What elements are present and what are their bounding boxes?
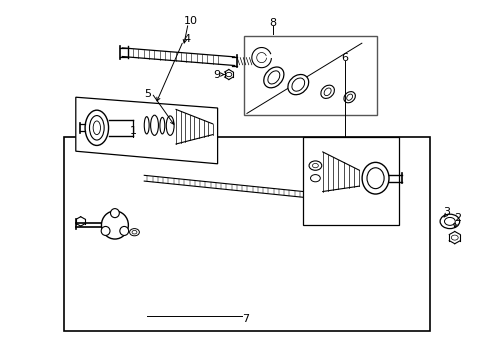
Ellipse shape: [166, 116, 174, 135]
Ellipse shape: [89, 116, 104, 140]
Ellipse shape: [101, 211, 128, 239]
Circle shape: [450, 235, 457, 240]
Ellipse shape: [85, 110, 108, 145]
Bar: [63, 137, 429, 331]
Ellipse shape: [150, 115, 158, 135]
Text: 3: 3: [443, 207, 449, 217]
Text: 4: 4: [183, 33, 190, 44]
Circle shape: [129, 229, 139, 236]
Circle shape: [310, 175, 320, 182]
Circle shape: [308, 161, 321, 170]
Ellipse shape: [320, 85, 334, 98]
Ellipse shape: [366, 168, 384, 189]
Text: 1: 1: [130, 126, 137, 136]
Ellipse shape: [346, 94, 352, 100]
Ellipse shape: [324, 88, 330, 96]
Text: 10: 10: [183, 15, 197, 26]
Circle shape: [132, 230, 137, 234]
Circle shape: [439, 214, 459, 229]
Ellipse shape: [101, 226, 110, 235]
Circle shape: [444, 217, 454, 225]
Ellipse shape: [361, 162, 388, 194]
Text: 5: 5: [144, 89, 151, 99]
Ellipse shape: [120, 226, 128, 235]
Ellipse shape: [343, 92, 355, 103]
Polygon shape: [76, 97, 217, 164]
Text: 9: 9: [213, 69, 220, 80]
Ellipse shape: [144, 117, 149, 134]
Text: 6: 6: [341, 53, 348, 63]
Text: 7: 7: [242, 314, 249, 324]
Ellipse shape: [110, 208, 119, 217]
Ellipse shape: [93, 121, 101, 135]
Circle shape: [312, 163, 318, 168]
Text: 8: 8: [269, 18, 276, 28]
Ellipse shape: [287, 75, 308, 95]
Ellipse shape: [291, 78, 304, 91]
Text: 2: 2: [453, 213, 460, 223]
Ellipse shape: [267, 71, 279, 84]
Circle shape: [225, 72, 231, 77]
Bar: [244, 36, 376, 115]
Bar: [303, 137, 398, 225]
Ellipse shape: [160, 117, 164, 134]
Ellipse shape: [263, 67, 284, 88]
